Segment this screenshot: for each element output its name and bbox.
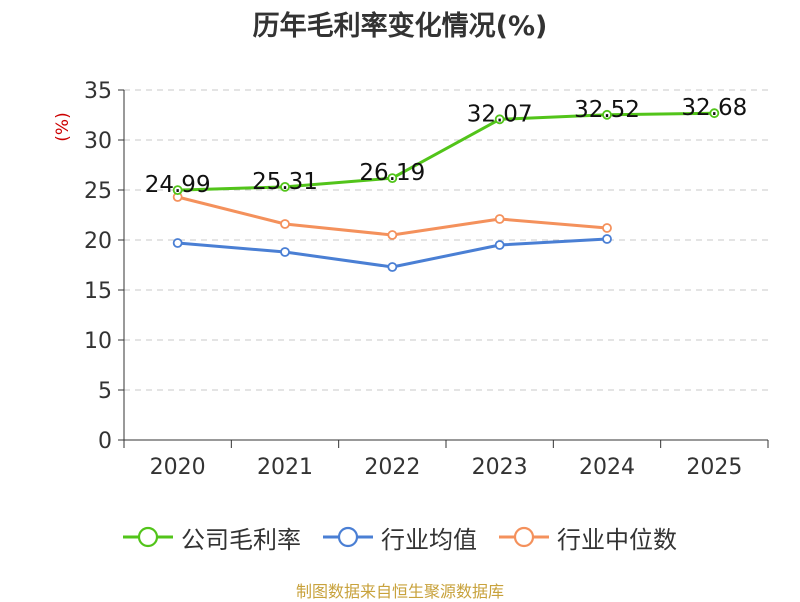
legend-marker-icon: [123, 526, 173, 548]
series-line: [177, 111, 715, 192]
data-point: [172, 238, 183, 248]
data-label: 32.52: [574, 97, 640, 123]
legend-item[interactable]: 行业中位数: [499, 520, 677, 555]
data-point: [280, 247, 290, 257]
data-labels: 24.99 25.31 26.19 32.07 32.52 32.68: [145, 95, 748, 198]
data-label: 26.19: [359, 160, 425, 186]
y-tick-label: 0: [98, 429, 112, 454]
y-tick-label: 10: [84, 329, 112, 354]
data-point: [709, 108, 720, 119]
legend-circle: [513, 526, 535, 548]
data-label: 25.31: [252, 169, 318, 195]
source-note: 制图数据来自恒生聚源数据库: [295, 582, 504, 601]
series-line: [177, 195, 608, 237]
data-point: [387, 173, 398, 184]
data-point: [280, 181, 290, 192]
y-tick-label: 30: [84, 129, 112, 154]
data-point: [602, 109, 612, 120]
data-point: [602, 234, 612, 244]
legend-label: 行业均值: [381, 525, 477, 554]
chart-title: 历年毛利率变化情况(%): [252, 11, 548, 42]
x-tick-label: 2021: [257, 455, 313, 480]
data-point: [172, 185, 183, 196]
series: [172, 108, 720, 272]
x-tick-label: 2023: [472, 455, 528, 480]
data-point: [387, 262, 398, 272]
data-label: 24.99: [145, 172, 211, 198]
data-point: [280, 219, 290, 229]
legend-item[interactable]: 公司毛利率: [123, 520, 301, 555]
x-tick-label: 2024: [579, 455, 635, 480]
legend-marker-icon: [499, 526, 549, 548]
data-label: 32.68: [681, 95, 747, 121]
data-point: [494, 214, 505, 224]
y-tick-label: 5: [98, 379, 112, 404]
legend-label: 公司毛利率: [181, 525, 301, 554]
legend-circle: [137, 526, 159, 548]
x-tick-label: 2022: [364, 455, 420, 480]
x-tick-label: 2025: [686, 455, 742, 480]
data-point: [494, 240, 505, 250]
y-axis-label: (%): [53, 112, 73, 141]
legend-item[interactable]: 行业均值: [323, 520, 477, 555]
data-point: [602, 223, 612, 233]
y-tick-label: 20: [84, 229, 112, 254]
data-point: [387, 230, 398, 240]
data-label: 32.07: [467, 101, 533, 127]
data-point: [494, 114, 505, 125]
legend-circle: [337, 526, 359, 548]
y-tick-label: 25: [84, 179, 112, 204]
legend-label: 行业中位数: [557, 525, 677, 554]
grid-lines: [124, 89, 768, 391]
y-tick-label: 15: [84, 279, 112, 304]
x-tick-label: 2020: [150, 455, 206, 480]
legend: 公司毛利率 行业均值 行业中位数: [0, 518, 800, 556]
legend-marker-icon: [323, 526, 373, 548]
y-tick-label: 35: [84, 79, 112, 104]
